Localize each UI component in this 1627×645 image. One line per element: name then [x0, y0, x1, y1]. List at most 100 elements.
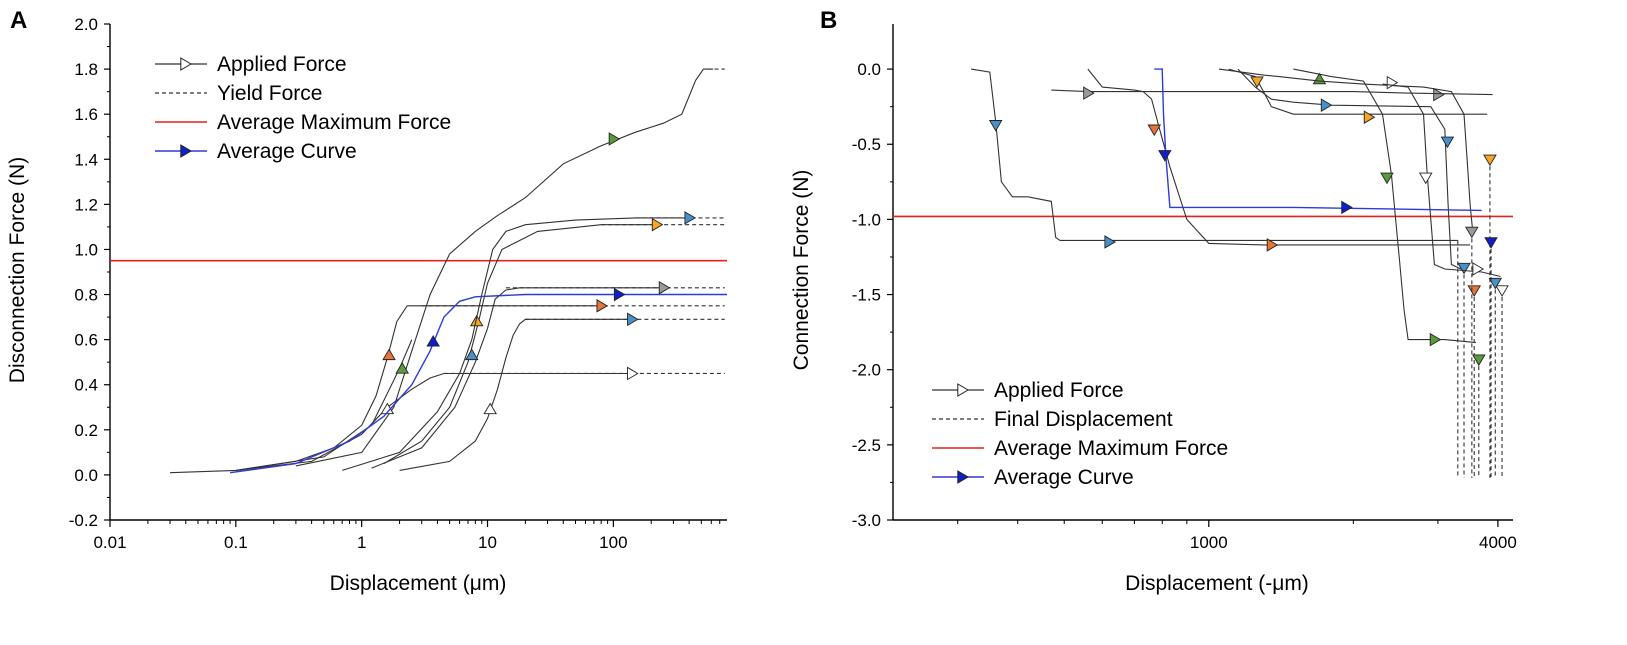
panel-a-series-marker — [395, 362, 410, 374]
panel-b-series-line-1 — [971, 68, 1458, 241]
panel-a-series-marker — [596, 299, 609, 313]
panel-a-series-line-7 — [399, 318, 632, 471]
panel-a-y-tick-label: 1.2 — [74, 195, 98, 214]
panel-b-series-group — [893, 68, 1513, 478]
panel-a-y-tick-label: 0.0 — [74, 466, 98, 485]
panel-b-series-marker — [1433, 87, 1445, 102]
panel-b-series-marker — [1483, 154, 1497, 167]
panel-b-series-marker — [1484, 237, 1498, 249]
panel-a-series-marker — [627, 312, 639, 327]
panel-b-legend-label: Average Curve — [994, 466, 1134, 489]
panel-b-series-marker — [1465, 226, 1479, 239]
panel-b-y-tick-label: -1.0 — [852, 210, 881, 229]
panel-b-y-tick-label: -1.5 — [852, 286, 881, 305]
panel-b-series-marker — [1495, 285, 1509, 297]
panel-b-series-line-2 — [1087, 68, 1471, 246]
panel-b-series-marker — [1472, 354, 1486, 367]
panel-b-legend: Applied Force Final Displacement Average M… — [932, 379, 1228, 489]
panel-b-series-marker — [1266, 238, 1279, 252]
panel-b-legend-marker-average — [957, 470, 969, 484]
panel-b-y-tick-label: -3.0 — [852, 511, 881, 530]
panel-b-series-marker — [1440, 136, 1455, 149]
panel-a-legend-label: Average Curve — [217, 140, 357, 163]
panel-a-x-tick-label: 1 — [357, 533, 366, 552]
panel-a-letter: A — [10, 7, 27, 34]
panel-b-legend-marker-applied — [957, 383, 969, 397]
panel-b-legend-label: Applied Force — [994, 379, 1124, 402]
panel-a-y-tick-label: 1.6 — [74, 105, 98, 124]
panel-a-legend-label: Yield Force — [217, 82, 322, 105]
panel-a-y-tick-label: 0.8 — [74, 286, 98, 305]
panel-b-series-line-6 — [1237, 68, 1462, 270]
panel-a-y-tick-label: 0.2 — [74, 421, 98, 440]
panel-a-legend-marker-average — [180, 144, 192, 158]
panel-b-series-marker — [1418, 172, 1433, 185]
panel-a-series-marker — [608, 132, 621, 146]
panel-a-series-marker — [382, 348, 396, 361]
panel-b-series-marker — [1147, 124, 1162, 137]
panel-b-series-marker — [1386, 75, 1399, 90]
panel-a-series-line-3 — [383, 224, 657, 465]
panel-a-x-tick-label: 0.1 — [224, 533, 248, 552]
panel-b-series-line-8 — [1051, 89, 1493, 96]
panel-b-series-marker — [1380, 172, 1394, 185]
panel-a-series-marker — [658, 280, 671, 295]
panel-a-plot: -0.2 0.0 0.2 0.4 0.6 0.8 1.0 1.2 1.4 1.6 1.8 2.0 0.0… — [69, 15, 727, 552]
panel-b-series-marker — [1341, 200, 1353, 215]
panel-b-x-axis-title: Displacement (-μm) — [1125, 572, 1309, 595]
panel-b-y-tick-label: -2.0 — [852, 361, 881, 380]
panel-b-series-marker — [1429, 332, 1442, 347]
panel-a-y-tick-label: 1.8 — [74, 60, 98, 79]
panel-b-legend-label: Final Displacement — [994, 408, 1173, 431]
panel-a-series-marker — [426, 335, 440, 347]
panel-a: A -0.2 0.0 0.2 0.4 0.6 0.8 1.0 1.2 1.4 1.6 1.8 2.0 0… — [6, 7, 727, 595]
panel-b-series-marker — [1104, 235, 1116, 249]
panel-a-y-tick-label: 2.0 — [74, 15, 98, 34]
panel-a-y-tick-label: -0.2 — [69, 511, 98, 530]
panel-a-series-group — [110, 68, 727, 474]
panel-b-series-marker — [1158, 150, 1172, 162]
panel-a-y-tick-label: 0.6 — [74, 331, 98, 350]
panel-a-y-tick-label: 1.0 — [74, 240, 98, 259]
panel-b: B 0.0 -0.5 -1.0 -1.5 -2.0 -2.5 -3.0 1000 4000 App… — [790, 7, 1517, 595]
panel-b-series-marker — [1320, 98, 1333, 112]
panel-b-y-tick-label: 0.0 — [857, 60, 881, 79]
panel-a-y-tick-label: 0.4 — [74, 376, 98, 395]
panel-b-y-tick-label: -2.5 — [852, 436, 881, 455]
panel-a-x-axis-title: Displacement (μm) — [330, 572, 507, 595]
panel-b-series-line-3 — [1293, 68, 1476, 344]
panel-a-x-tick-label: 0.01 — [93, 533, 126, 552]
panel-b-series-marker — [1467, 285, 1481, 297]
panel-a-series-marker — [684, 211, 697, 225]
panel-a-series-marker — [613, 287, 626, 302]
panel-a-legend-label: Average Maximum Force — [217, 111, 451, 134]
panel-b-legend-label: Average Maximum Force — [994, 437, 1228, 460]
panel-b-x-tick-label: 4000 — [1479, 533, 1517, 552]
panel-a-series-line-2 — [169, 305, 602, 474]
panel-a-series-line-5 — [342, 217, 690, 471]
panel-b-series-marker — [1250, 76, 1264, 89]
panel-a-series-marker — [465, 348, 479, 361]
panel-b-y-axis-title: Connection Force (N) — [790, 170, 813, 371]
panel-a-legend-label: Applied Force — [217, 53, 347, 76]
panel-a-legend: Applied Force Yield Force Average Maximum … — [155, 53, 451, 163]
panel-a-series-marker — [651, 217, 664, 232]
panel-b-y-tick-label: -0.5 — [852, 135, 881, 154]
panel-a-series-line-6 — [235, 372, 632, 471]
panel-a-series-marker — [483, 402, 497, 415]
panel-a-series-line-9 — [230, 293, 727, 474]
panel-b-series-marker — [1457, 262, 1471, 275]
panel-b-series-marker — [1472, 262, 1484, 276]
panel-b-series-line-4 — [1228, 68, 1488, 115]
panel-b-series-marker — [1488, 277, 1503, 290]
panel-b-series-line-9 — [1154, 68, 1482, 212]
panel-a-x-tick-label: 10 — [478, 533, 497, 552]
panel-a-series-marker — [469, 314, 484, 327]
panel-a-x-tick-label: 100 — [599, 533, 627, 552]
panel-a-series-marker — [627, 366, 639, 381]
panel-b-letter: B — [820, 7, 837, 34]
panel-b-series-line-5 — [1218, 68, 1474, 235]
panel-b-x-tick-label: 1000 — [1190, 533, 1228, 552]
